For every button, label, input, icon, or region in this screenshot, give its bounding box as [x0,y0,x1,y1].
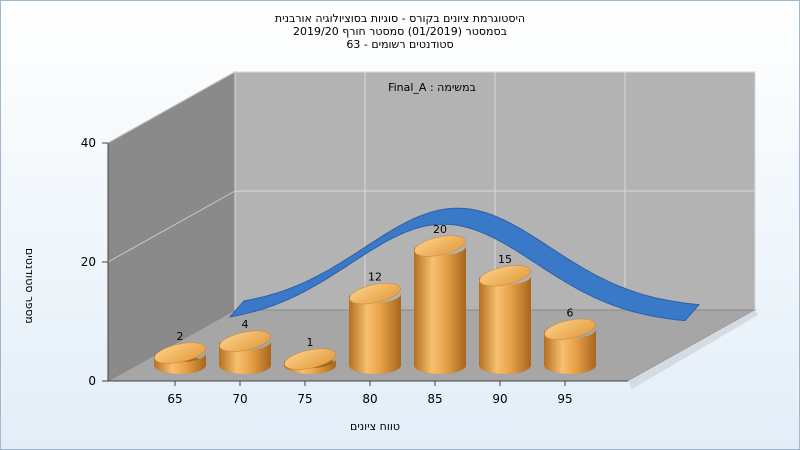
chart-title-line-2: בסמסטר (01/2019) סמסטר חורף 2019/20 [293,25,507,38]
y-tick-label: 40 [81,136,96,150]
bar-value-label: 6 [567,306,574,319]
y-tick-label: 0 [88,374,96,388]
bar-value-label: 2 [177,330,184,343]
bar-body [154,353,206,374]
x-tick-label: 75 [297,392,312,406]
bar-80: 12 [349,271,401,374]
bar-top [284,348,336,370]
gridline-side [107,190,236,263]
bar-75: 1 [284,336,336,374]
y-axis-label: מספר סטודנטים [23,248,36,324]
bar-value-label: 12 [368,271,382,284]
bar-top [544,318,596,340]
bar-top [414,235,466,257]
bar-value-label: 20 [433,223,447,236]
bar-65: 2 [154,330,206,374]
chart-title-line-1: היסטוגרמת ציונים בקורס - סוגיות בסוציולו… [274,12,526,25]
distribution-curve [228,207,701,322]
bar-85: 20 [414,223,466,374]
bar-body [284,359,336,374]
series-annotation: Final_A : במשימה [388,81,476,94]
x-tick-label: 95 [557,392,572,406]
x-tick-label: 85 [427,392,442,406]
bar-body [479,275,531,374]
bar-value-label: 15 [498,253,512,266]
bars-layer: 2 4 1 12 20 15 6 [154,223,596,374]
chart-title-line-3: 63 - סטודנטים רשומים [346,38,454,51]
bar-value-label: 4 [242,318,249,331]
gridline-side [107,71,236,144]
bar-90: 15 [479,253,531,374]
bar-top [219,330,271,352]
x-tick-label: 80 [362,392,377,406]
y-tick-label: 20 [81,255,96,269]
bar-95: 6 [544,306,596,374]
floor-edge [628,310,758,389]
bar-top [349,283,401,305]
bar-top [479,265,531,287]
ticks-layer: 0 20 40 65 70 75 80 85 90 95 [81,136,573,406]
distribution-curve-layer [228,207,701,322]
bar-body [414,246,466,374]
bar-70: 4 [219,318,271,374]
x-axis-label: טווח ציונים [350,420,400,433]
bar-top [154,342,206,364]
bar-body [349,293,401,374]
bar-body [544,329,596,374]
x-tick-label: 70 [232,392,247,406]
x-tick-label: 90 [492,392,507,406]
bar-value-label: 1 [307,336,314,349]
x-tick-label: 65 [167,392,182,406]
